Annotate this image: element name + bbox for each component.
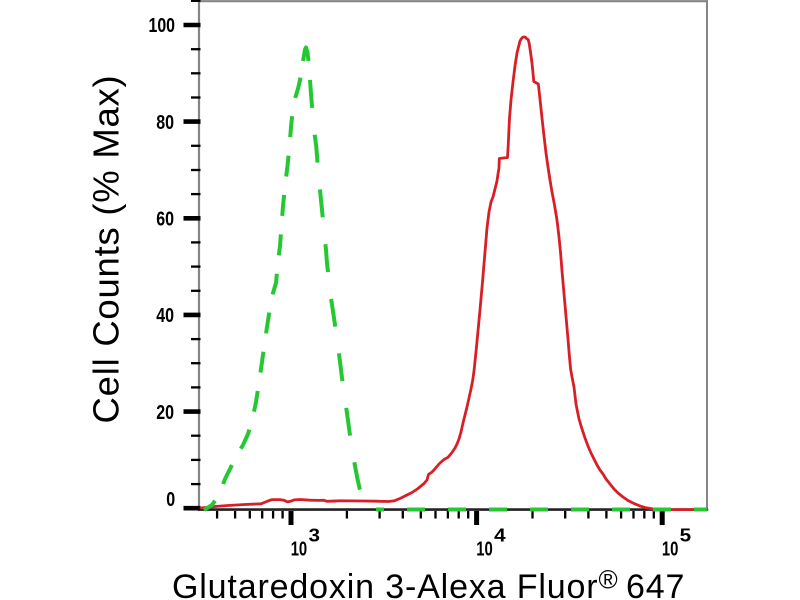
- svg-text:0: 0: [166, 488, 175, 511]
- svg-text:3: 3: [309, 526, 321, 546]
- svg-text:80: 80: [156, 111, 174, 134]
- svg-text:10: 10: [291, 538, 308, 561]
- svg-text:10: 10: [476, 538, 493, 561]
- svg-text:20: 20: [156, 401, 174, 424]
- svg-text:40: 40: [156, 304, 174, 327]
- svg-text:100: 100: [149, 14, 176, 37]
- svg-text:5: 5: [680, 526, 692, 546]
- svg-text:60: 60: [156, 208, 174, 231]
- svg-text:10: 10: [662, 538, 679, 561]
- svg-text:4: 4: [494, 526, 506, 546]
- svg-text:Glutaredoxin 3-Alexa Fluor®647: Glutaredoxin 3-Alexa Fluor® 647: [172, 565, 685, 600]
- svg-text:Cell Counts (% Max): Cell Counts (% Max): [86, 75, 127, 424]
